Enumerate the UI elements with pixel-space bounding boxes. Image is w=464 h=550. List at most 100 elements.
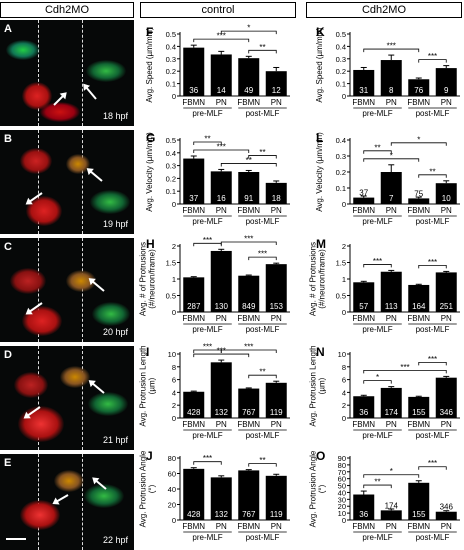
group-label: post-MLF (246, 533, 280, 542)
n-label: 75 (414, 189, 423, 198)
bar (210, 362, 232, 418)
y-axis-label: (#/neuron/frame) (318, 249, 327, 309)
panel-letter: K (316, 25, 325, 39)
category-label: PN (216, 522, 227, 531)
panel-letter: H (146, 237, 155, 251)
y-tick-label: 10 (338, 509, 346, 518)
y-tick-label: 0 (172, 200, 176, 209)
category-label: PN (441, 522, 452, 531)
n-label: 346 (440, 408, 454, 417)
significance-bracket (363, 484, 392, 489)
timestamp: 20 hpf (102, 327, 128, 337)
y-axis-label: (µm) (318, 377, 327, 394)
n-label: 119 (270, 510, 283, 519)
bar (183, 277, 205, 312)
significance-label: *** (428, 459, 437, 468)
red-cell (14, 372, 48, 398)
bar (238, 172, 260, 204)
bar (353, 396, 375, 418)
y-tick-label: 0.3 (166, 162, 176, 171)
category-label: PN (271, 206, 282, 215)
y-axis-label: Avg. # of Protrusions (309, 242, 318, 316)
y-tick-label: 1 (172, 275, 176, 284)
y-axis-label: (#/neuron/frame) (148, 249, 157, 309)
panel-letter: A (4, 23, 12, 35)
y-tick-label: 40 (338, 488, 346, 497)
y-tick-label: 0.2 (166, 174, 176, 183)
y-tick-label: 0.5 (336, 30, 346, 39)
group-label: pre-MLF (192, 533, 222, 542)
panel-letter: I (146, 345, 149, 359)
y-axis-label: Avg. Protrusion Angle (139, 450, 148, 527)
bar (408, 284, 430, 312)
dashed-line (38, 20, 39, 126)
bar (265, 475, 287, 520)
group-label: post-MLF (246, 217, 280, 226)
significance-bracket (220, 163, 277, 167)
category-label: FBMN (352, 314, 375, 323)
n-label: 14 (217, 86, 226, 95)
arrow-icon (89, 380, 105, 394)
bar (380, 271, 402, 312)
significance-label: * (247, 24, 250, 33)
y-axis-label: Avg. Protrusion Length (139, 345, 148, 426)
timestamp: 18 hpf (102, 111, 128, 121)
bar (408, 482, 430, 520)
category-label: PN (441, 314, 452, 323)
y-tick-label: 0 (342, 308, 346, 317)
bar (380, 387, 402, 418)
significance-bracket (248, 49, 277, 54)
group-label: pre-MLF (362, 533, 392, 542)
bar (265, 264, 287, 312)
y-tick-label: 0.5 (166, 292, 176, 301)
arrow-icon (87, 168, 103, 182)
category-label: FBMN (237, 314, 260, 323)
category-label: PN (441, 98, 452, 107)
group-label: post-MLF (416, 533, 450, 542)
bar (265, 382, 287, 418)
y-tick-label: 0.2 (166, 67, 176, 76)
group-label: post-MLF (416, 217, 450, 226)
significance-label: * (390, 467, 393, 476)
significance-label: ** (246, 156, 252, 165)
significance-label: *** (203, 343, 212, 352)
y-tick-label: 0 (172, 308, 176, 317)
significance-label: * (390, 151, 393, 160)
bar (210, 54, 232, 96)
y-tick-label: 1 (342, 275, 346, 284)
significance-bracket (418, 466, 447, 470)
bar (435, 68, 457, 96)
bar (238, 388, 260, 418)
n-label: 119 (270, 408, 283, 417)
y-tick-label: 0.5 (166, 136, 176, 145)
n-label: 36 (189, 86, 198, 95)
bar (380, 60, 402, 96)
bar (353, 494, 375, 520)
significance-bracket (248, 155, 277, 159)
significance-bracket (363, 158, 420, 162)
n-label: 174 (385, 501, 399, 510)
y-tick-label: 10 (168, 350, 176, 359)
panel-letter: D (4, 349, 12, 361)
arrow-icon (53, 494, 69, 504)
category-label: FBMN (352, 522, 375, 531)
bar (210, 171, 232, 204)
y-tick-label: 70 (338, 468, 346, 477)
y-tick-label: 0.1 (336, 80, 346, 89)
header-cdh2mo: Cdh2MO (306, 2, 462, 18)
bar (353, 69, 375, 96)
n-label: 9 (444, 86, 449, 95)
group-label: pre-MLF (362, 109, 392, 118)
significance-bracket (418, 59, 447, 63)
n-label: 8 (389, 86, 394, 95)
y-tick-label: 0 (172, 516, 176, 525)
group-label: post-MLF (416, 109, 450, 118)
category-label: PN (386, 522, 397, 531)
significance-bracket (193, 353, 250, 358)
y-tick-label: 80 (168, 454, 176, 463)
red-cell (40, 102, 80, 122)
n-label: 767 (242, 510, 256, 519)
y-axis-label: (µm) (148, 377, 157, 394)
y-axis-label: Avg. Protrusion Length (309, 345, 318, 426)
group-label: pre-MLF (192, 325, 222, 334)
